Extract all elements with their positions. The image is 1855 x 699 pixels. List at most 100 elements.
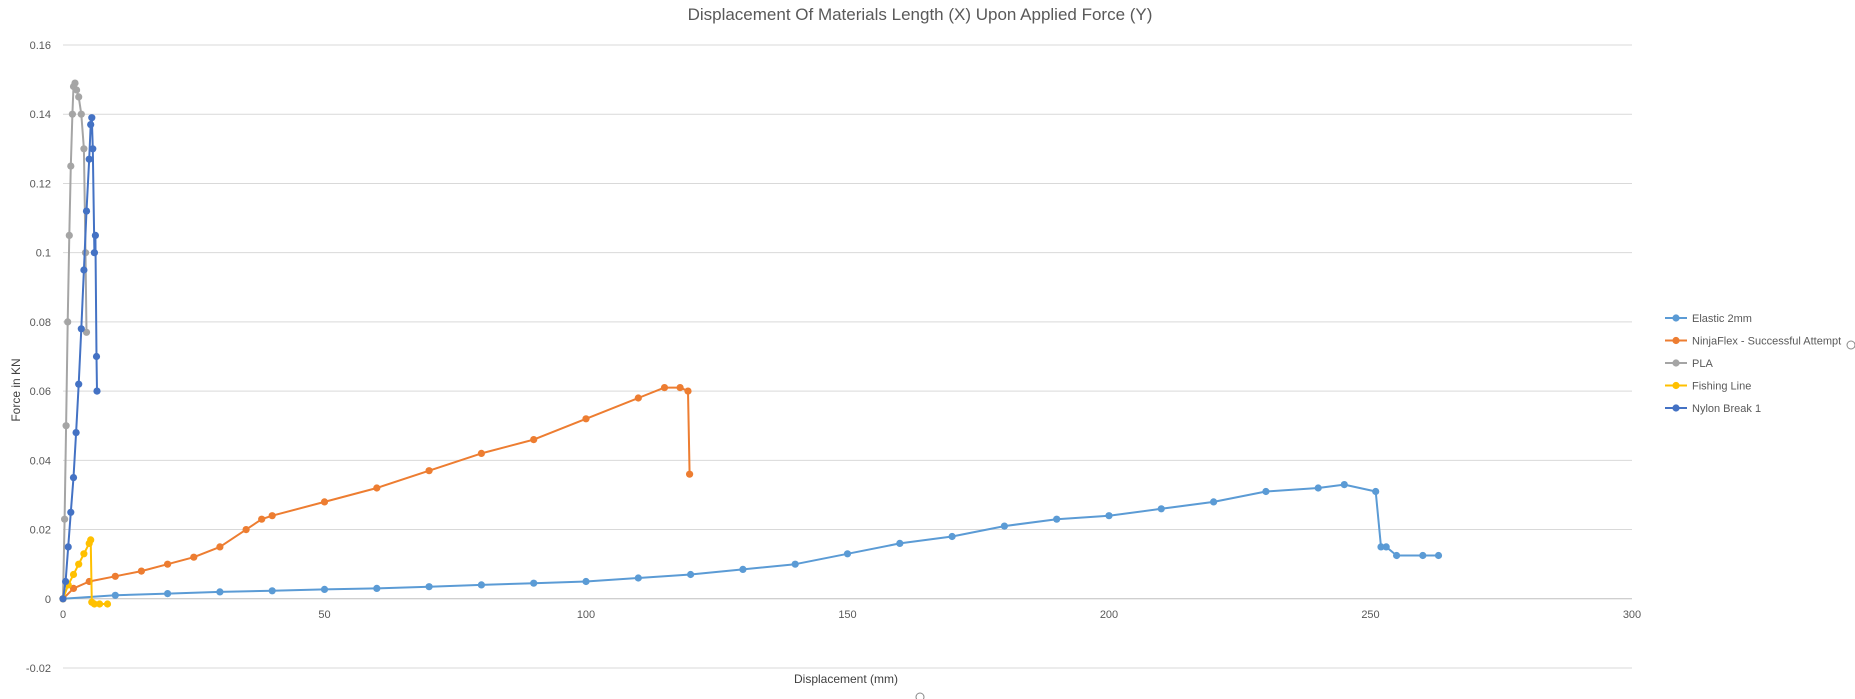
data-point [1210,498,1218,506]
data-point [75,93,83,101]
data-point [65,231,73,239]
legend-label: Nylon Break 1 [1692,403,1761,415]
data-point [530,436,538,444]
data-point [582,415,590,423]
data-point [268,587,276,595]
data-point [73,86,81,94]
data-point [373,584,381,593]
y-tick-label: 0.04 [30,455,51,467]
data-point [530,579,538,587]
data-point [634,394,642,402]
y-tick-label: 0.08 [30,317,51,329]
data-point [96,600,104,608]
data-point [686,470,694,478]
data-point [68,110,76,118]
series-layer [59,79,1443,608]
data-point [77,110,85,118]
data-point [89,145,97,153]
series-line [62,483,1439,600]
data-point [64,543,72,551]
series-1 [59,384,694,603]
data-point [1377,543,1385,551]
data-point [62,577,70,586]
chart-resize-handle-bottom[interactable] [915,692,925,699]
data-point [164,590,172,598]
x-tick-label: 250 [1361,609,1379,621]
data-point [111,572,119,580]
data-point [67,508,75,516]
data-point [1393,551,1401,560]
legend-swatch-marker [1672,336,1680,345]
data-point [425,583,433,591]
legend-swatch-marker [1672,381,1680,390]
data-point [92,352,101,361]
data-point [739,565,747,574]
data-point [1434,551,1443,560]
legend-item: NinjaFlex - Successful Attempt [1665,336,1841,348]
data-point [90,600,98,608]
y-axis-ticks: -0.02 0 0.02 0.04 0.06 0.08 0.1 0.12 0.14 0.16 [26,40,51,675]
x-tick-label: 100 [577,609,595,621]
data-point [61,515,69,523]
y-tick-label: 0.02 [30,525,51,537]
data-point [80,550,88,558]
data-point [320,498,329,506]
data-point [242,526,250,534]
data-point [896,539,904,548]
data-point [1382,543,1390,551]
series-3 [59,536,112,608]
data-point [69,570,78,579]
data-point [1314,484,1322,492]
data-point [62,422,70,430]
data-point [67,162,75,170]
data-point [87,121,95,129]
y-tick-label: 0.06 [30,386,51,398]
data-point [75,380,83,388]
data-point [72,429,80,437]
x-axis-label: Displacement (mm) [794,672,898,686]
data-point [82,207,91,215]
chart-title: Displacement Of Materials Length (X) Upo… [688,5,1153,24]
data-point [88,114,96,122]
series-2 [59,79,91,603]
data-point [85,155,93,163]
data-point [477,581,485,589]
series-0 [59,481,1443,603]
chart-resize-handle-right[interactable] [1846,340,1855,350]
data-point [660,384,669,392]
data-point [1340,481,1348,489]
data-point [1105,512,1113,520]
data-point [90,249,98,257]
y-tick-label: 0 [45,594,51,606]
x-tick-label: 0 [60,609,66,621]
y-tick-label: -0.02 [26,663,51,675]
gridlines [63,44,1632,669]
data-point [111,591,119,599]
data-point [216,543,224,551]
legend-label: Fishing Line [1692,381,1751,393]
y-tick-label: 0.12 [30,178,51,190]
data-point [216,588,224,596]
data-point [103,600,112,608]
legend-item: PLA [1665,358,1713,370]
data-point [687,570,695,579]
y-tick-label: 0.16 [30,40,51,52]
data-point [948,532,956,541]
data-point [1372,487,1380,496]
data-point [87,536,95,544]
x-tick-label: 150 [838,609,856,621]
y-tick-label: 0.1 [36,248,51,260]
data-point [373,484,381,492]
data-point [676,384,684,392]
legend-item: Fishing Line [1665,381,1751,393]
data-point [684,387,692,395]
legend-item: Nylon Break 1 [1665,403,1761,415]
data-point [80,266,88,274]
legend-swatch-marker [1672,359,1680,367]
data-point [137,567,145,575]
data-point [69,474,78,482]
data-point [634,574,642,582]
data-point [1000,522,1009,530]
data-point [1419,551,1427,560]
x-axis-ticks: 0 50 100 150 200 250 300 [60,609,1641,621]
